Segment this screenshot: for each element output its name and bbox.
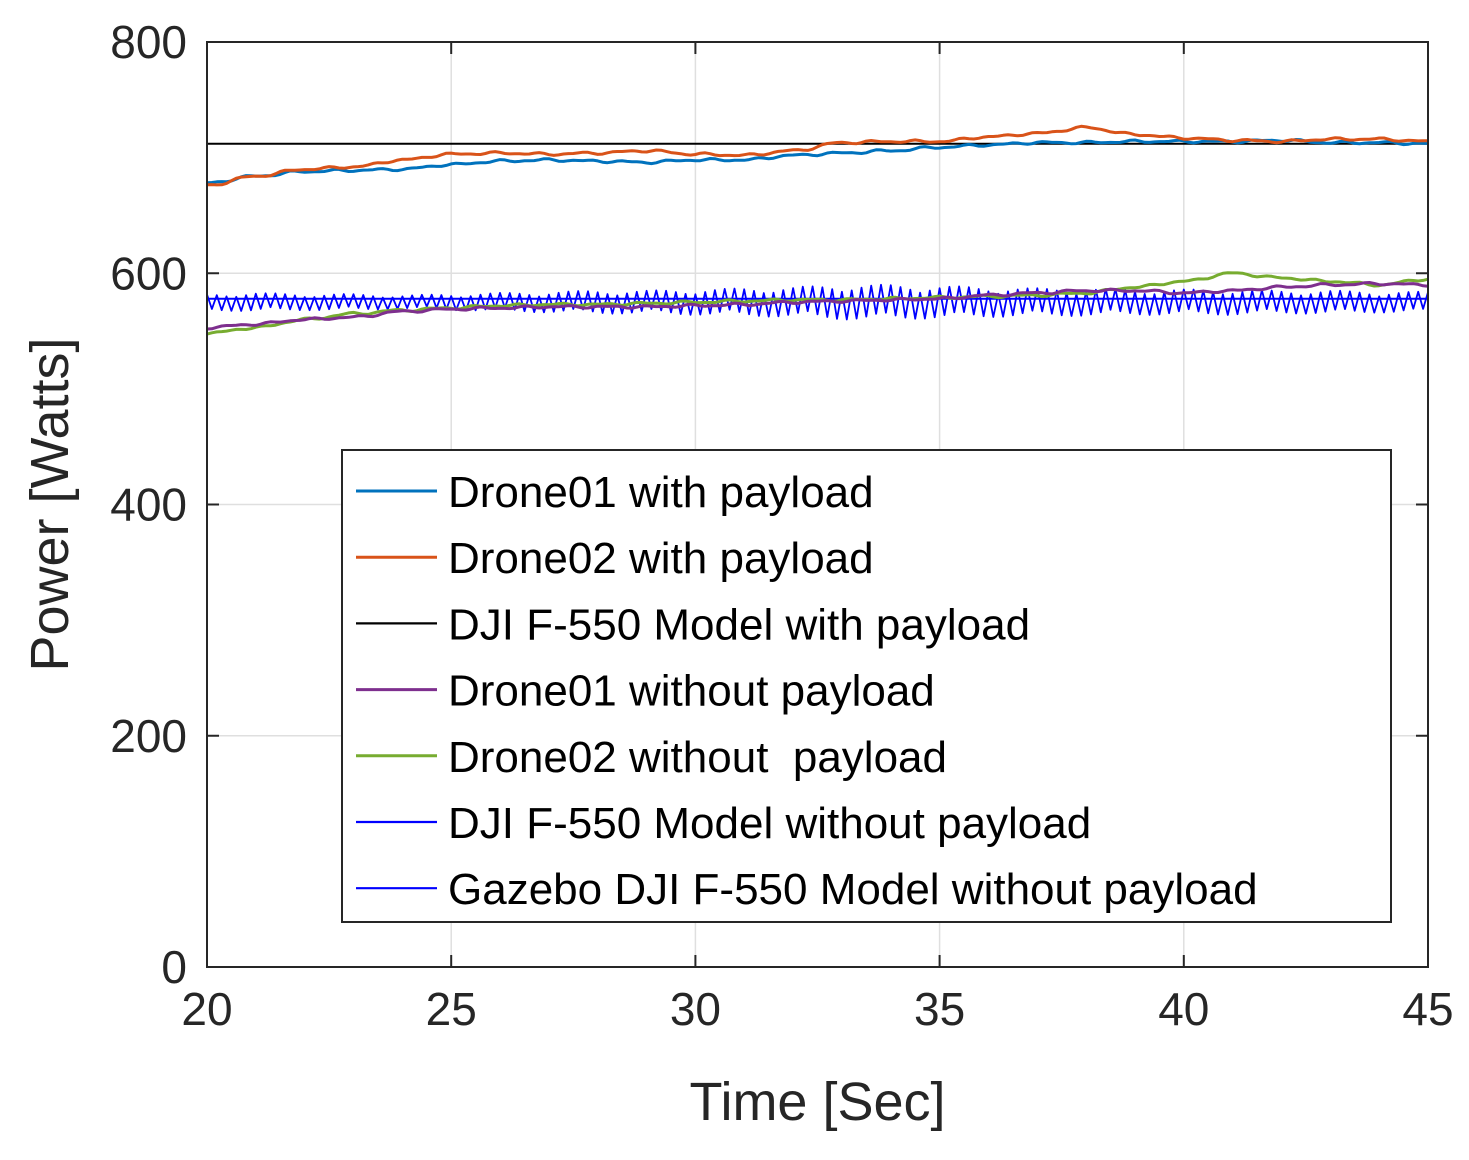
series-line-2: [206, 124, 1429, 187]
y-tick-label: 800: [110, 16, 187, 68]
x-tick-labels: 20 25 30 35 40 45: [181, 983, 1453, 1035]
x-tick-label: 25: [426, 983, 477, 1035]
legend-box: [341, 449, 1392, 923]
legend-label: DJI F-550 Model without payload: [448, 799, 1091, 848]
y-tick-label: 0: [161, 941, 187, 993]
x-tick-label: 20: [181, 983, 232, 1035]
series-group: [206, 124, 1429, 336]
series-line-4: [206, 281, 1429, 331]
legend-label: Drone02 with payload: [448, 534, 874, 583]
tick-marks: [206, 41, 1429, 968]
x-tick-label: 40: [1158, 983, 1209, 1035]
x-tick-label: 45: [1402, 983, 1453, 1035]
legend-label: Gazebo DJI F-550 Model without payload: [448, 865, 1258, 914]
y-tick-labels: 0 200 400 600 800: [110, 16, 187, 993]
legend: Drone01 with payload Drone02 with payload…: [341, 449, 1392, 923]
legend-label: Drone01 without payload: [448, 667, 935, 716]
x-tick-label: 30: [670, 983, 721, 1035]
y-tick-label: 400: [110, 479, 187, 531]
legend-label: DJI F-550 Model with payload: [448, 600, 1030, 649]
y-tick-label: 600: [110, 247, 187, 299]
y-tick-label: 200: [110, 710, 187, 762]
legend-label: Drone02 without payload: [448, 733, 947, 782]
legend-label: Drone01 with payload: [448, 468, 874, 517]
x-tick-label: 35: [914, 983, 965, 1035]
y-axis-label: Power [Watts]: [20, 337, 80, 671]
x-axis-label: Time [Sec]: [689, 1072, 945, 1132]
